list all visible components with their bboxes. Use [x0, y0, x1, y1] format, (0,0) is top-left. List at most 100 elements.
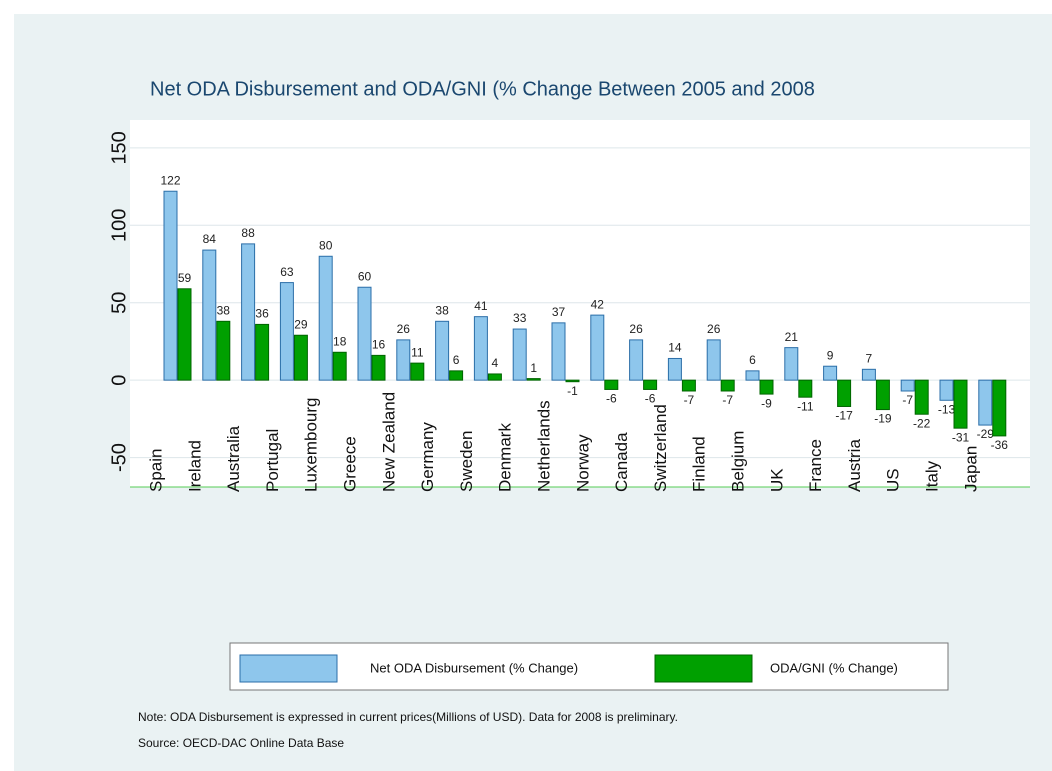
bar	[900, 379, 915, 392]
y-tick-label: -50	[108, 443, 130, 472]
value-label: 33	[513, 311, 527, 325]
bar	[410, 362, 425, 381]
bar	[590, 314, 605, 381]
bar	[939, 379, 954, 401]
x-tick-label: Luxembourg	[302, 397, 321, 492]
bar	[202, 249, 217, 381]
value-label: 88	[241, 226, 255, 240]
bar	[396, 339, 411, 381]
value-label: -13	[938, 402, 956, 416]
value-label: 6	[749, 353, 756, 367]
bar	[473, 316, 488, 381]
bar	[720, 379, 735, 392]
y-tick-label: 50	[108, 292, 130, 314]
value-label: -17	[835, 409, 853, 423]
bar	[681, 379, 696, 392]
x-tick-label: Belgium	[728, 431, 747, 492]
y-tick-label: 100	[108, 209, 130, 242]
value-label: -11	[797, 399, 814, 413]
value-label: 4	[492, 356, 499, 370]
bar	[759, 379, 774, 395]
bar	[435, 320, 450, 381]
value-label: -7	[902, 393, 913, 407]
bar	[914, 379, 929, 415]
legend	[229, 642, 949, 691]
value-label: 63	[280, 265, 294, 279]
value-label: 1	[530, 361, 537, 375]
value-label: 36	[255, 307, 269, 321]
value-label: 59	[178, 271, 192, 285]
x-tick-label: Canada	[612, 432, 631, 492]
bar	[823, 365, 838, 381]
bar	[551, 322, 566, 381]
value-label: 11	[411, 345, 424, 359]
x-tick-label: US	[884, 468, 903, 492]
bar	[279, 282, 294, 381]
value-label: 26	[707, 322, 721, 336]
x-tick-label: Australia	[224, 425, 243, 492]
legend-swatch	[654, 654, 753, 683]
value-label: 14	[668, 341, 682, 355]
bar	[487, 373, 502, 381]
x-tick-label: Sweden	[457, 431, 476, 492]
bar	[449, 370, 464, 381]
value-label: 41	[474, 299, 488, 313]
value-label: -22	[913, 416, 931, 430]
bar	[978, 379, 993, 426]
bar	[318, 255, 333, 381]
x-tick-label: Spain	[146, 449, 165, 492]
value-label: 29	[294, 317, 308, 331]
x-tick-label: France	[806, 439, 825, 492]
x-tick-label: Greece	[340, 436, 359, 492]
value-label: -1	[567, 384, 578, 398]
bar	[784, 347, 799, 381]
value-label: -19	[874, 412, 892, 426]
x-tick-label: Portugal	[263, 429, 282, 492]
legend-label: Net ODA Disbursement (% Change)	[370, 660, 578, 675]
bar	[357, 286, 372, 381]
legend-swatch	[239, 654, 338, 683]
legend-label: ODA/GNI (% Change)	[770, 660, 898, 675]
value-label: -9	[761, 396, 772, 410]
x-tick-label: Austria	[845, 439, 864, 492]
chart-title: Net ODA Disbursement and ODA/GNI (% Chan…	[150, 78, 815, 100]
y-tick-label: 150	[108, 131, 130, 164]
bar	[875, 379, 890, 411]
bar	[163, 190, 178, 381]
value-label: 38	[435, 303, 449, 317]
value-label: 21	[785, 330, 799, 344]
y-tick-label: 0	[108, 375, 130, 386]
value-label: 26	[397, 322, 411, 336]
value-label: 26	[629, 322, 643, 336]
bar	[992, 379, 1007, 437]
value-label: 80	[319, 238, 333, 252]
bar	[604, 379, 619, 390]
value-label: -36	[991, 438, 1009, 452]
value-label: -6	[606, 392, 617, 406]
x-tick-label: Netherlands	[534, 400, 553, 492]
x-tick-label: Ireland	[185, 440, 204, 492]
bar	[798, 379, 813, 398]
bar	[371, 354, 386, 381]
bar	[241, 243, 256, 381]
bar	[706, 339, 721, 381]
bar	[861, 368, 876, 381]
x-tick-label: Finland	[690, 436, 709, 492]
value-label: -7	[684, 393, 695, 407]
value-label: -7	[722, 393, 733, 407]
value-label: 16	[372, 338, 386, 352]
value-label: 6	[453, 353, 460, 367]
value-label: -29	[977, 427, 995, 441]
value-label: 37	[552, 305, 566, 319]
bar	[667, 357, 682, 381]
note: Note: ODA Disbursement is expressed in c…	[138, 710, 678, 724]
value-label: 42	[591, 297, 605, 311]
bar	[953, 379, 968, 429]
value-label: -31	[952, 430, 970, 444]
x-tick-label: Denmark	[496, 423, 515, 492]
x-tick-label: UK	[767, 468, 786, 492]
bar	[512, 328, 527, 381]
x-tick-label: Japan	[961, 446, 980, 492]
source: Source: OECD-DAC Online Data Base	[138, 736, 344, 750]
